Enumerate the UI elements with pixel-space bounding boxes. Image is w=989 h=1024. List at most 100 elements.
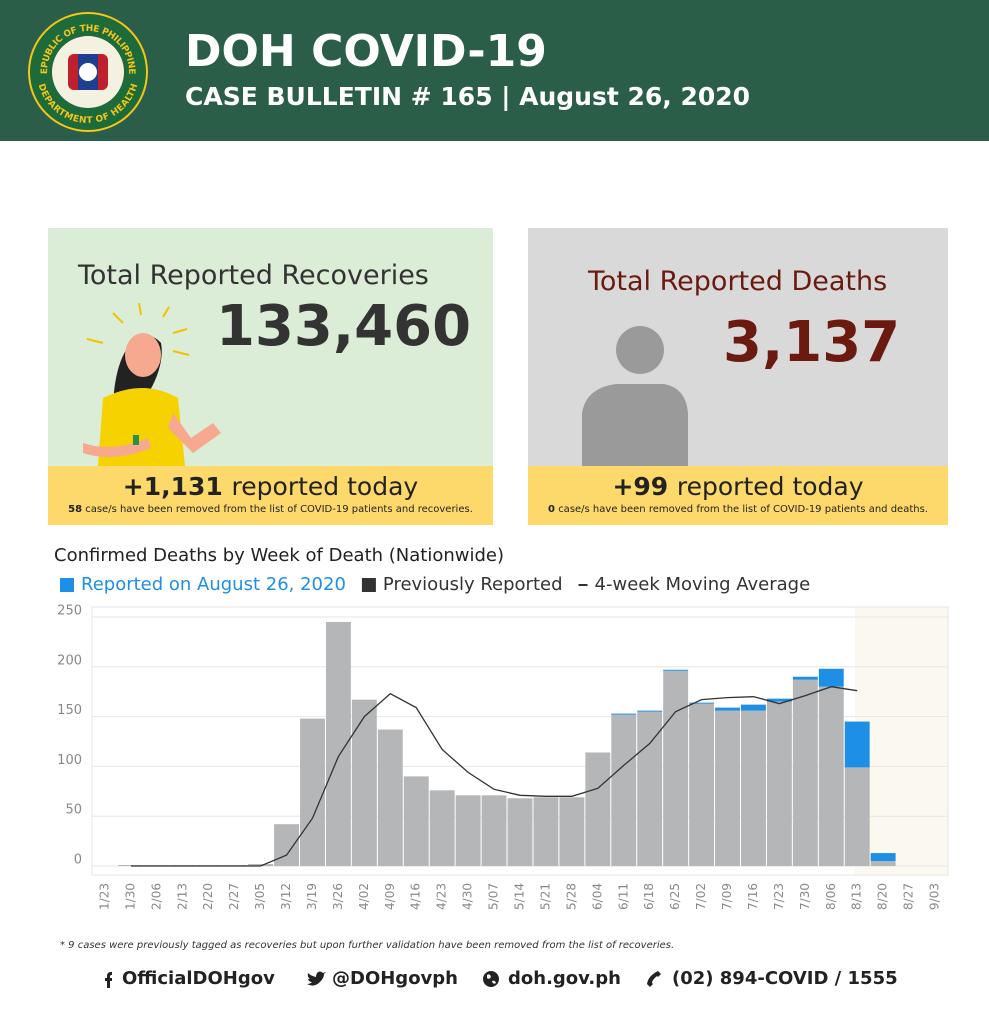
recoveries-today: +1,131 reported today	[48, 472, 493, 501]
deaths-note-count: 0	[548, 504, 555, 515]
x-tick-label: 6/18	[642, 883, 656, 910]
bar	[715, 710, 740, 867]
plot-border	[91, 606, 949, 876]
recoveries-note-text: case/s have been removed from the list o…	[85, 504, 473, 515]
x-tick-label: 7/30	[798, 883, 812, 910]
bar	[844, 721, 870, 768]
recoveries-title: Total Reported Recoveries	[78, 260, 429, 291]
x-tick-label: 8/13	[850, 883, 864, 910]
bar	[377, 729, 403, 867]
bar	[741, 710, 766, 867]
bar	[274, 824, 299, 867]
x-tick-label: 1/23	[97, 883, 111, 910]
x-tick-label: 5/14	[513, 883, 527, 910]
recovered-illustration	[83, 303, 221, 466]
y-tick-label: 200	[57, 653, 82, 668]
x-tick-label: 4/09	[383, 883, 397, 910]
phone-icon	[647, 971, 661, 987]
recoveries-today-label: reported today	[231, 472, 419, 501]
twitter-icon	[307, 971, 326, 986]
x-tick-label: 6/25	[668, 883, 682, 910]
bar	[741, 704, 766, 711]
subtitle: CASE BULLETIN # 165 | August 26, 2020	[185, 82, 751, 111]
bar	[844, 767, 870, 867]
recoveries-note-count: 58	[68, 504, 83, 515]
facebook-handle: OfficialDOHgov	[122, 968, 275, 989]
x-tick-label: 7/02	[694, 883, 708, 910]
x-tick-label: 2/20	[201, 883, 215, 910]
header: REPUBLIC OF THE PHILIPPINES DEPARTMENT O…	[0, 0, 989, 141]
footer: OfficialDOHgov @DOHgovph doh.gov.ph (02)…	[40, 958, 960, 998]
x-tick-label: 5/28	[564, 883, 578, 910]
x-tick-label: 2/13	[175, 883, 189, 910]
x-tick-label: 7/23	[772, 883, 786, 910]
x-tick-label: 3/05	[253, 883, 267, 910]
chart: Confirmed Deaths by Week of Death (Natio…	[54, 545, 949, 910]
bar	[715, 707, 740, 711]
bar	[429, 790, 455, 867]
x-tick-label: 4/30	[461, 883, 475, 910]
deaths-note-text: case/s have been removed from the list o…	[558, 504, 928, 515]
x-tick-label: 8/27	[902, 883, 916, 910]
legend-label: 4-week Moving Average	[595, 574, 811, 595]
x-tick-label: 4/16	[409, 883, 423, 910]
y-tick-label: 100	[57, 753, 82, 768]
x-tick-label: 8/20	[876, 883, 890, 910]
x-tick-label: 6/11	[616, 883, 630, 910]
bar	[792, 676, 818, 680]
bar	[351, 699, 377, 867]
x-tick-label: 2/06	[149, 883, 163, 910]
moving-average-line	[130, 686, 858, 867]
recoveries-card: Total Reported Recoveries 133,460	[48, 228, 493, 466]
y-tick-label: 150	[57, 703, 82, 718]
shaded-region	[855, 607, 948, 875]
x-tick-label: 4/23	[435, 883, 449, 910]
recoveries-total: 133,460	[216, 294, 472, 359]
bar	[611, 713, 637, 715]
bar	[533, 797, 559, 867]
bar	[689, 703, 715, 867]
x-tick-label: 5/07	[487, 883, 501, 910]
bar	[611, 714, 637, 867]
legend-label: Previously Reported	[383, 574, 563, 595]
deaths-today-label: reported today	[676, 472, 864, 501]
bar	[637, 710, 663, 712]
deaths-today: +99 reported today	[528, 472, 948, 501]
bar	[300, 718, 325, 867]
bar	[403, 776, 429, 867]
x-tick-label: 7/16	[746, 883, 760, 910]
bar	[766, 701, 792, 867]
x-tick-label: 5/21	[538, 883, 552, 910]
y-tick-label: 0	[74, 853, 82, 868]
twitter-handle: @DOHgovph	[332, 968, 458, 989]
bar	[507, 798, 533, 867]
deaths-card: Total Reported Deaths 3,137	[528, 228, 948, 466]
phone: (02) 894-COVID / 1555	[672, 968, 898, 989]
x-tick-label: 9/03	[928, 883, 942, 910]
y-tick-label: 50	[65, 803, 82, 818]
bar	[637, 711, 663, 867]
x-tick-label: 4/02	[357, 883, 371, 910]
recoveries-note: 58 case/s have been removed from the lis…	[48, 504, 493, 515]
bar	[559, 797, 585, 867]
bar	[689, 702, 715, 704]
bar	[818, 686, 844, 867]
x-tick-label: 3/19	[305, 883, 319, 910]
x-tick-label: 8/06	[824, 883, 838, 910]
bar	[663, 670, 689, 867]
website: doh.gov.ph	[508, 968, 621, 989]
x-tick-label: 6/04	[590, 883, 604, 910]
chart-title: Confirmed Deaths by Week of Death (Natio…	[54, 545, 504, 566]
x-tick-label: 7/09	[720, 883, 734, 910]
recoveries-band: +1,131 reported today 58 case/s have bee…	[48, 466, 493, 525]
legend-swatch	[361, 578, 376, 592]
bar	[585, 752, 611, 867]
legend-swatch	[60, 578, 74, 592]
bar	[663, 669, 689, 671]
recoveries-today-value: +1,131	[122, 472, 223, 501]
facebook-icon	[105, 972, 112, 988]
deaths-title: Total Reported Deaths	[588, 266, 888, 297]
x-tick-label: 2/27	[227, 883, 241, 910]
x-tick-label: 1/30	[123, 883, 137, 910]
